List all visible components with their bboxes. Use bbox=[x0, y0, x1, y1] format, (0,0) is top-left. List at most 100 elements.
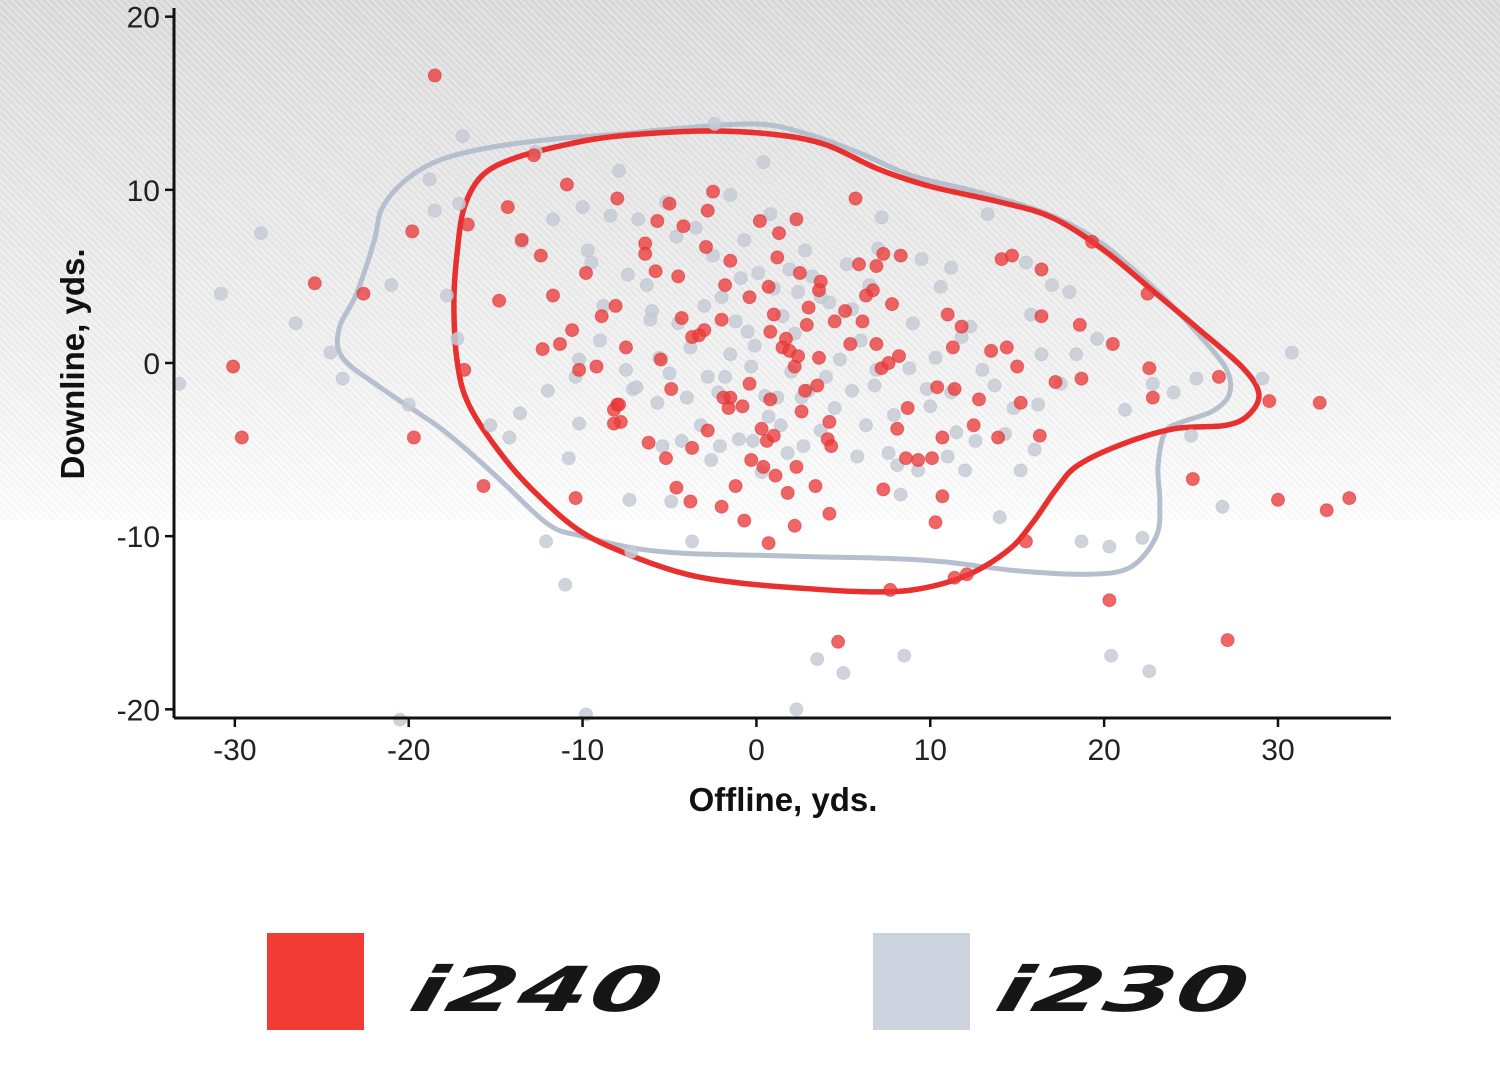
point-i240 bbox=[1312, 395, 1327, 410]
point-i240 bbox=[928, 515, 943, 530]
point-i240 bbox=[812, 350, 826, 365]
x-tick-label: 0 bbox=[748, 734, 765, 767]
point-i240 bbox=[612, 397, 627, 412]
point-i240 bbox=[798, 383, 813, 398]
x-tick-label: 10 bbox=[914, 734, 947, 767]
point-i230 bbox=[897, 648, 912, 663]
point-i240 bbox=[991, 430, 1006, 445]
point-i230 bbox=[1215, 499, 1230, 514]
x-tick-label: 30 bbox=[1261, 734, 1294, 767]
point-i240 bbox=[546, 288, 560, 303]
point-i240 bbox=[930, 380, 945, 395]
point-i230 bbox=[845, 383, 859, 398]
point-i240 bbox=[535, 342, 550, 357]
point-i240 bbox=[405, 224, 420, 239]
point-i230 bbox=[893, 487, 908, 502]
point-i230 bbox=[987, 378, 1002, 393]
point-i240 bbox=[852, 257, 866, 272]
point-i230 bbox=[737, 233, 752, 247]
point-i240 bbox=[808, 479, 823, 493]
point-i230 bbox=[1189, 371, 1204, 386]
point-i240 bbox=[1211, 369, 1226, 384]
point-i230 bbox=[718, 369, 733, 384]
point-i230 bbox=[1034, 347, 1049, 362]
point-i240 bbox=[568, 491, 583, 506]
point-i240 bbox=[1105, 337, 1120, 351]
point-i230 bbox=[213, 286, 228, 301]
point-i230 bbox=[650, 395, 665, 410]
legend-swatch-i230 bbox=[873, 933, 970, 1030]
point-i230 bbox=[1142, 664, 1157, 679]
point-i230 bbox=[384, 278, 399, 293]
point-i240 bbox=[966, 418, 981, 433]
point-i230 bbox=[1135, 530, 1150, 545]
point-i240 bbox=[838, 304, 853, 318]
axis-ticks: -30 -20 -10 0 10 20 30 -20 -10 0 10 20 bbox=[117, 2, 1295, 767]
point-i240 bbox=[812, 283, 826, 298]
point-i240 bbox=[869, 259, 884, 273]
point-i240 bbox=[533, 248, 548, 263]
point-i230 bbox=[455, 129, 470, 144]
point-i230 bbox=[905, 316, 920, 331]
point-i240 bbox=[1013, 395, 1028, 410]
point-i240 bbox=[792, 266, 807, 280]
point-i240 bbox=[735, 399, 750, 414]
point-i240 bbox=[608, 298, 623, 313]
point-i230 bbox=[662, 366, 677, 381]
point-i230 bbox=[867, 378, 882, 393]
point-i240 bbox=[1018, 534, 1033, 549]
point-i240 bbox=[791, 349, 806, 364]
point-i230 bbox=[944, 260, 959, 275]
point-i230 bbox=[575, 200, 590, 215]
point-i240 bbox=[925, 451, 939, 466]
point-i240 bbox=[699, 240, 713, 254]
point-i240 bbox=[766, 307, 781, 322]
point-i240 bbox=[1048, 375, 1063, 389]
point-i230 bbox=[558, 577, 573, 592]
point-i240 bbox=[855, 314, 870, 329]
point-i230 bbox=[1069, 347, 1084, 362]
point-i240 bbox=[1102, 593, 1117, 608]
point-i230 bbox=[745, 433, 760, 448]
point-i240 bbox=[742, 290, 757, 305]
point-i240 bbox=[770, 250, 785, 265]
point-i230 bbox=[631, 212, 646, 227]
point-i240 bbox=[594, 309, 609, 324]
point-i240 bbox=[892, 349, 906, 364]
point-i240 bbox=[650, 214, 665, 228]
point-i230 bbox=[827, 401, 842, 415]
point-i230 bbox=[513, 406, 527, 421]
point-i240 bbox=[718, 278, 733, 293]
point-i230 bbox=[740, 324, 755, 339]
point-i230 bbox=[810, 652, 825, 667]
point-i240 bbox=[999, 340, 1014, 355]
point-i230 bbox=[502, 430, 517, 445]
point-i230 bbox=[791, 285, 806, 299]
point-i230 bbox=[572, 416, 587, 431]
point-i240 bbox=[859, 288, 873, 303]
point-i240 bbox=[885, 297, 899, 312]
point-i230 bbox=[796, 439, 811, 454]
point-i230 bbox=[440, 288, 454, 303]
point-i240 bbox=[898, 451, 913, 466]
point-i240 bbox=[610, 191, 625, 206]
point-i240 bbox=[1010, 359, 1025, 374]
x-tick-label: -20 bbox=[387, 734, 430, 767]
point-i240 bbox=[664, 382, 679, 396]
point-i230 bbox=[401, 397, 416, 412]
point-i240 bbox=[1072, 317, 1087, 332]
point-i230 bbox=[612, 163, 627, 178]
point-i240 bbox=[945, 340, 960, 355]
legend-label-i240: i240 bbox=[403, 953, 673, 1026]
point-i240 bbox=[659, 451, 673, 466]
point-i240 bbox=[893, 248, 908, 263]
point-i240 bbox=[754, 421, 769, 436]
point-i240 bbox=[1262, 394, 1277, 409]
point-i230 bbox=[744, 359, 759, 374]
point-i240 bbox=[768, 468, 783, 483]
point-i240 bbox=[789, 459, 804, 474]
point-i240 bbox=[801, 300, 816, 315]
point-i240 bbox=[662, 196, 677, 211]
point-i230 bbox=[622, 492, 637, 507]
point-i230 bbox=[603, 208, 618, 223]
